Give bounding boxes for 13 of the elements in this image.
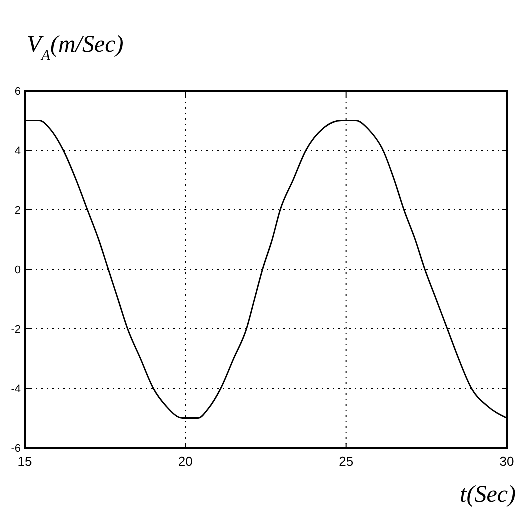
- y-tick-label: -4: [11, 383, 21, 396]
- y-tick-label: 2: [14, 204, 21, 217]
- x-tick-label: 25: [339, 454, 354, 469]
- y-tick-label: -6: [11, 442, 21, 455]
- y-tick-label: 4: [14, 145, 21, 158]
- y-tick-label: 0: [14, 264, 21, 276]
- x-tick-label: 20: [178, 454, 193, 469]
- y-tick-label: 6: [14, 86, 21, 98]
- y-tick-label: -2: [11, 324, 21, 336]
- x-tick-label: 30: [500, 454, 514, 469]
- x-tick-label: 15: [18, 454, 32, 469]
- y-axis-title: V$_{A}$(m/Sec): [27, 32, 124, 64]
- x-axis-title: t(Sec): [460, 482, 516, 508]
